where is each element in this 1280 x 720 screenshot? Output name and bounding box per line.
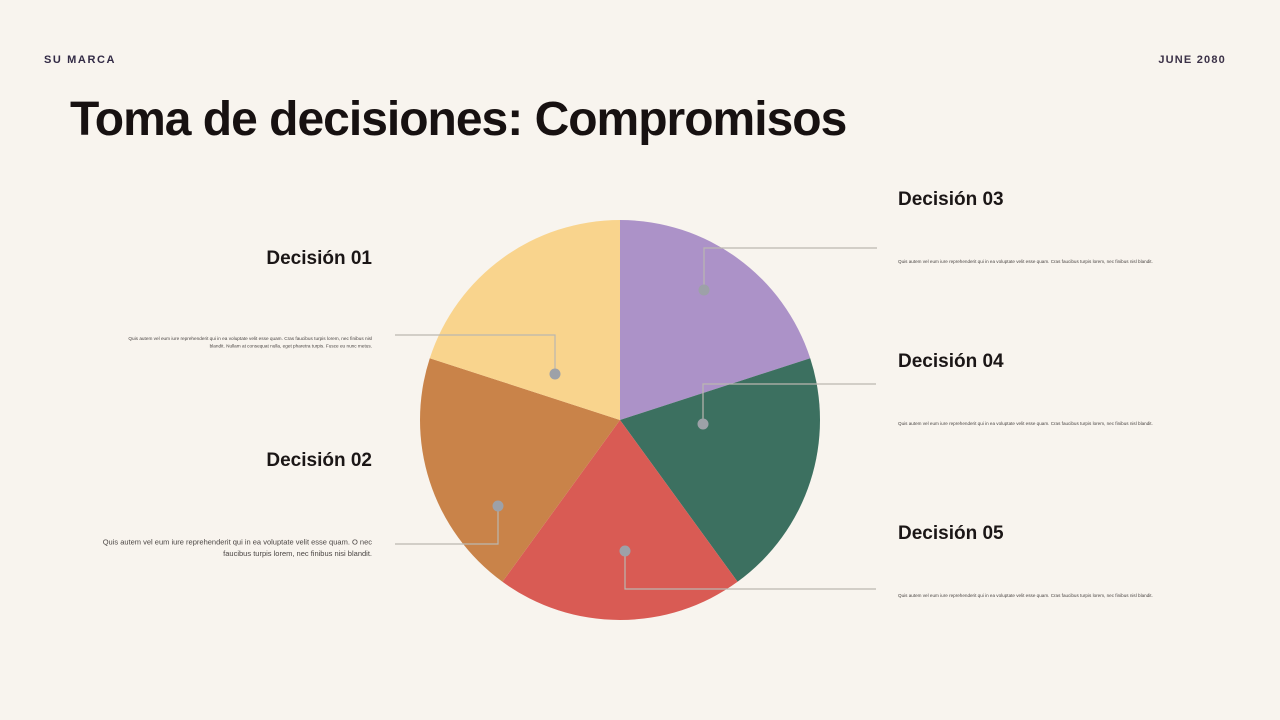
leader-line-decision-03	[703, 247, 877, 290]
pie-slice-decision-01	[429, 220, 620, 420]
leader-dot-decision-04	[697, 418, 709, 430]
leader-line-decision-05	[624, 551, 876, 590]
leader-line-decision-01	[395, 334, 556, 374]
page-title: Toma de decisiones: Compromisos	[70, 93, 847, 146]
decision-02-description: Quis autem vel eum iure reprehenderit qu…	[102, 538, 372, 558]
date-label: JUNE 2080	[1158, 54, 1226, 66]
decision-03-title: Decisión 03	[898, 189, 1004, 210]
decision-05-description: Quis autem vel eum iure reprehenderit qu…	[898, 593, 1153, 598]
decision-02-title: Decisión 02	[266, 450, 372, 471]
decision-04-title: Decisión 04	[898, 351, 1004, 372]
leader-dot-decision-05	[619, 545, 631, 557]
pie-slice-decision-03	[620, 220, 811, 420]
decision-01-description: Quis autem vel eum iure reprehenderit qu…	[128, 335, 372, 349]
leader-dot-decision-03	[698, 284, 710, 296]
pie-slice-decision-02	[420, 358, 620, 582]
leader-dot-decision-02	[492, 500, 504, 512]
pie-slice-decision-05	[502, 420, 738, 620]
decision-05-title: Decisión 05	[898, 523, 1004, 544]
leader-line-decision-04	[702, 383, 876, 424]
decision-03-description: Quis autem vel eum iure reprehenderit qu…	[898, 259, 1153, 264]
leader-dot-decision-01	[549, 368, 561, 380]
brand-label: SU MARCA	[44, 54, 117, 66]
decision-04-description: Quis autem vel eum iure reprehenderit qu…	[898, 421, 1153, 426]
leader-line-decision-02	[395, 506, 499, 545]
pie-slice-decision-04	[620, 358, 820, 582]
decision-01-title: Decisión 01	[266, 248, 372, 269]
